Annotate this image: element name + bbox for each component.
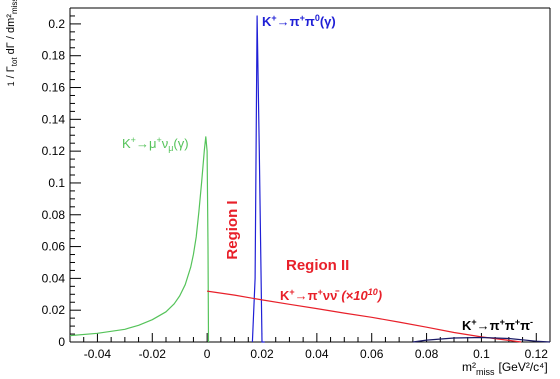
x-ticks: -0.04 -0.02 0 0.02 0.04 0.06 0.08 0.1 0.12 bbox=[69, 333, 551, 361]
region-1-label: Region I bbox=[224, 200, 241, 259]
label-3pi: K+→π+π+π- bbox=[462, 317, 533, 333]
label-munu: K+→μ+νμ(γ) bbox=[122, 135, 189, 153]
y-tick-label: 0.14 bbox=[42, 112, 66, 126]
series-line-2 bbox=[207, 290, 522, 343]
y-tick-label: 0.18 bbox=[42, 49, 66, 63]
x-tick-label: -0.02 bbox=[139, 347, 167, 361]
y-axis-title: 1/ ΓtotdΓ / dm²miss bbox=[5, 0, 19, 86]
x-tick-label: 0.02 bbox=[250, 347, 274, 361]
y-tick-label: 0.1 bbox=[48, 176, 65, 190]
x-axis-title: m²miss [GeV²/c⁴] bbox=[462, 360, 548, 377]
y-tick-label: 0.12 bbox=[42, 144, 66, 158]
y-tick-label: 0.02 bbox=[42, 303, 66, 317]
y-ticks: 0 0.02 0.04 0.06 0.08 0.1 0.12 0.14 0.16 0.18 0.2 bbox=[42, 7, 81, 349]
x-tick-label: 0.1 bbox=[473, 347, 490, 361]
x-tick-label: 0.12 bbox=[525, 347, 549, 361]
series-layer bbox=[69, 15, 551, 343]
y-tick-label: 0.16 bbox=[42, 81, 66, 95]
region-2-label: Region II bbox=[286, 257, 349, 274]
y-axis-title-text: 1/ ΓtotdΓ / dm²miss bbox=[5, 0, 19, 86]
y-tick-label: 0.08 bbox=[42, 208, 66, 222]
y-tick-label: 0.06 bbox=[42, 240, 66, 254]
y-tick-label: 0.04 bbox=[42, 271, 66, 285]
x-tick-label: 0 bbox=[204, 347, 211, 361]
y-tick-label: 0 bbox=[58, 335, 65, 349]
y-tick-label: 0.2 bbox=[48, 17, 65, 31]
x-tick-label: -0.04 bbox=[84, 347, 112, 361]
series-line-0 bbox=[69, 136, 210, 343]
label-pinunu: K+→π+νν̄ (×1010) bbox=[280, 287, 382, 303]
x-tick-label: 0.06 bbox=[360, 347, 384, 361]
x-tick-label: 0.04 bbox=[305, 347, 329, 361]
x-tick-label: 0.08 bbox=[415, 347, 439, 361]
series-line-1 bbox=[251, 15, 265, 343]
series-line-3 bbox=[412, 336, 551, 343]
